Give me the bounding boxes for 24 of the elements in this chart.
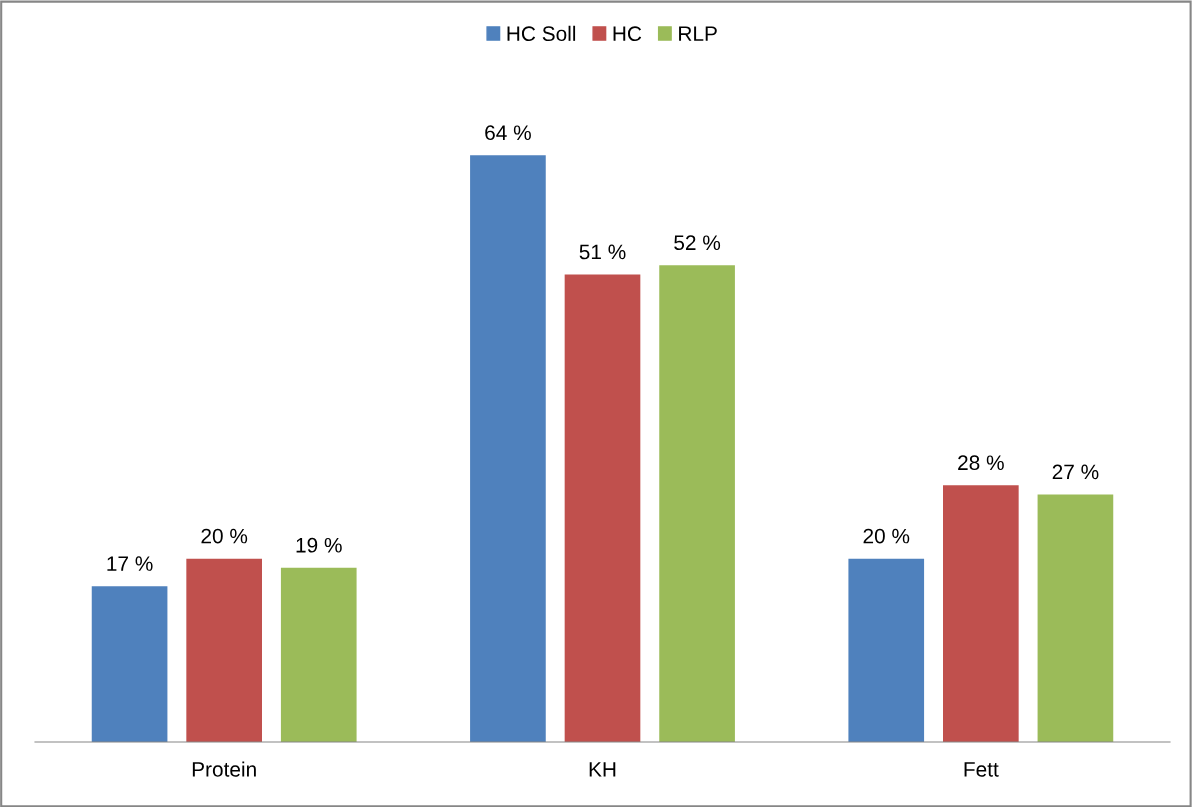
x-tick-label: Fett (964, 762, 999, 777)
bar (848, 558, 925, 742)
legend-label: HC (613, 26, 642, 42)
legend-label: HC Soll (507, 25, 576, 42)
data-label: 51 % (579, 244, 626, 260)
x-tick-label: Protein (192, 761, 256, 777)
data-label: 19 % (296, 537, 342, 553)
bar (470, 155, 546, 742)
data-label: 64 % (485, 125, 531, 141)
bar (564, 274, 641, 742)
data-label: 52 % (674, 235, 721, 251)
data-label: 20 % (201, 528, 248, 544)
bar (943, 485, 1019, 742)
bar (91, 586, 168, 742)
x-tick-label: KH (589, 762, 616, 777)
bar (186, 558, 262, 742)
data-label: 28 % (958, 455, 1004, 471)
data-label: 27 % (1052, 464, 1099, 480)
bar (280, 567, 357, 742)
data-label: 17 % (107, 556, 153, 571)
legend-label: RLP (679, 26, 717, 41)
bar (659, 265, 735, 742)
bar (1037, 494, 1114, 742)
data-label: 20 % (863, 528, 910, 544)
